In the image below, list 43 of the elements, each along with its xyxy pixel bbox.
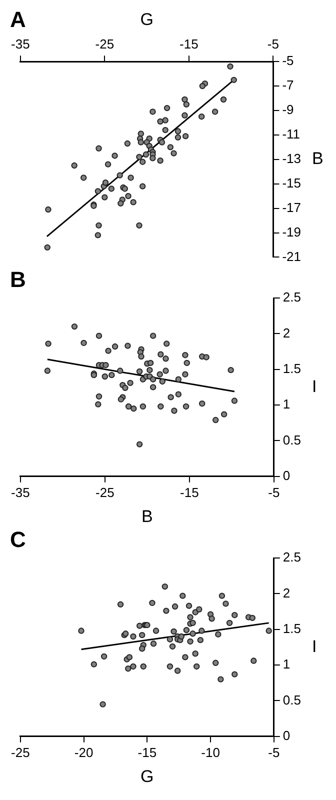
x-tick-label: -25: [10, 744, 30, 760]
y-tick-label: 1: [282, 656, 290, 672]
y-tick-label: 0: [282, 728, 290, 743]
y-tick-label: 0.5: [282, 432, 302, 448]
x-tick-label: -5: [268, 484, 280, 500]
y-axis-title: I: [312, 636, 317, 656]
x-tick-label: -25: [95, 36, 114, 52]
x-axis-title: B: [141, 507, 153, 526]
y-tick-label: -11: [282, 126, 300, 142]
chart-title: A: [10, 7, 26, 32]
y-tick-label: -19: [282, 224, 302, 240]
x-tick-label: -35: [10, 36, 30, 52]
y-tick-label: -17: [282, 200, 302, 215]
x-tick-label: -20: [74, 744, 94, 760]
y-tick-label: 1.5: [282, 360, 302, 376]
x-tick-label: -5: [267, 36, 279, 52]
x-tick-label: -15: [180, 36, 198, 52]
y-tick-label: -9: [282, 102, 294, 118]
x-tick-label: -5: [268, 744, 280, 760]
y-axis-title: B: [312, 149, 324, 168]
y-tick-label: 0: [282, 468, 290, 483]
y-tick-label: -15: [282, 175, 302, 190]
y-tick-label: -13: [282, 150, 302, 166]
x-tick-label: -35: [10, 484, 30, 500]
y-tick-label: 2: [282, 585, 290, 600]
x-tick-label: -15: [180, 484, 199, 500]
y-tick-label: -5: [282, 53, 294, 68]
x-axis-title: G: [140, 767, 154, 786]
y-tick-label: -7: [282, 78, 294, 93]
y-tick-label: 2: [282, 325, 290, 340]
y-tick-label: 2.5: [282, 550, 302, 565]
x-axis-title: G: [140, 10, 154, 30]
chart-title: B: [10, 267, 26, 292]
x-tick-label: -10: [201, 744, 220, 760]
chart-title: C: [10, 527, 26, 552]
y-tick-label: 1: [282, 396, 290, 412]
y-axis-title: I: [312, 376, 317, 396]
y-tick-label: 1.5: [282, 620, 302, 636]
x-tick-label: -25: [96, 484, 114, 500]
y-tick-label: 2.5: [282, 290, 302, 305]
y-tick-label: 0.5: [282, 692, 302, 708]
x-tick-label: -15: [138, 744, 157, 760]
y-tick-label: -21: [282, 248, 302, 264]
